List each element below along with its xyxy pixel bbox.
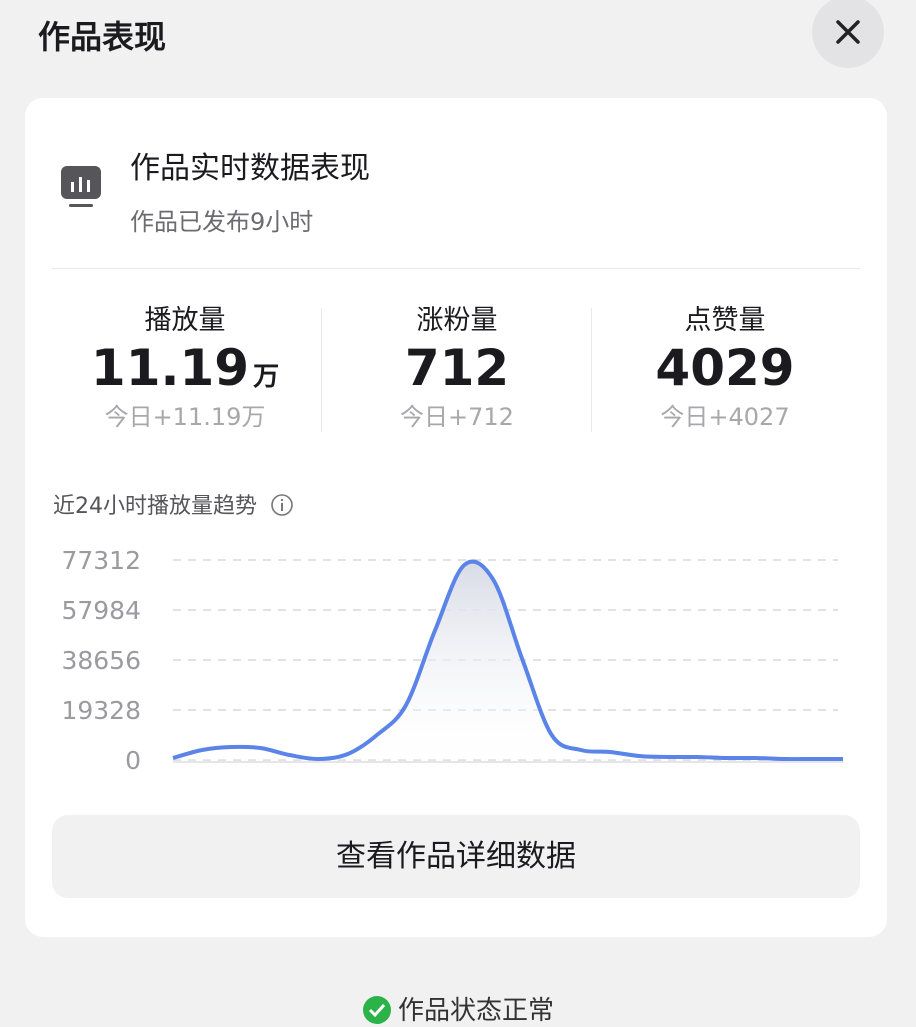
status-label: 作品状态正常 [397,996,554,1026]
close-icon [836,20,860,44]
card: 作品实时数据表现 作品已发布9小时 播放量 11.19 万今日+11.19万 涨粉量 7… [25,98,887,937]
chart: 0 19328 38656 57984 77312 [61,546,843,775]
y-tick-label: 0 [125,746,141,775]
stat-value: 11.19 [90,339,250,397]
page-title: 作品表现 [38,18,167,56]
stat-unit: 万 [253,362,280,392]
chart-title: 近24小时播放量趋势 [53,494,257,519]
stat-today: 今日+712 [400,403,514,431]
divider [52,268,860,269]
separator [321,308,322,432]
check-icon [362,996,391,1024]
line [172,559,843,762]
info-icon[interactable] [270,493,294,517]
y-tick-label: 19328 [61,696,141,725]
y-tick-label: 77312 [61,546,141,575]
stat-value: 4029 [655,339,795,397]
stat-label: 涨粉量 [416,305,498,336]
detail-button[interactable]: 查看作品详细数据 [52,815,860,898]
stat-value-row: 4029 [590,339,860,397]
stat-value: 712 [404,339,510,397]
status: 作品状态正常 [0,990,916,1027]
stat-value-row: 712 [322,339,592,397]
close-button[interactable] [812,0,884,68]
y-tick-label: 38656 [61,646,141,675]
stat: 播放量 11.19 万今日+11.19万 [50,298,320,432]
area [173,561,843,760]
chart-heading: 近24小时播放量趋势 [53,488,294,520]
chart-icon [61,166,101,207]
card-title: 作品实时数据表现 [130,151,370,186]
stat: 点赞量 4029 今日+4027 [590,298,860,432]
stat-value-row: 11.19 万 [50,339,320,397]
stat-label: 点赞量 [684,305,766,336]
stat-today: 今日+11.19万 [104,403,266,431]
card-subtitle: 作品已发布9小时 [130,208,314,236]
separator [591,308,592,432]
stat-today: 今日+4027 [660,403,790,431]
stat-label: 播放量 [144,305,226,336]
y-tick-label: 57984 [61,596,141,625]
stat: 涨粉量 712 今日+712 [322,298,592,432]
